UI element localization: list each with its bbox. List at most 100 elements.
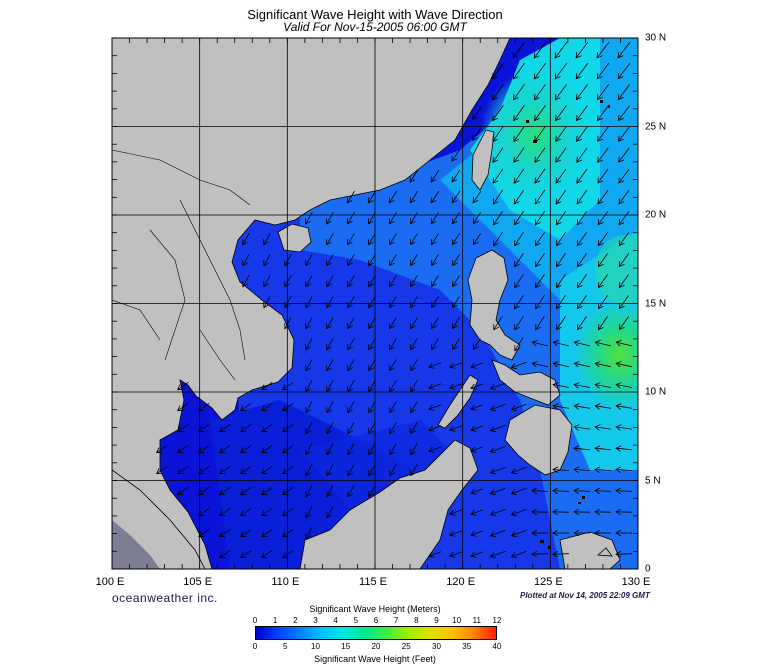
wave-arrow	[597, 84, 610, 99]
wave-arrow	[471, 509, 484, 514]
wave-arrow	[574, 342, 590, 347]
meters-tick: 1	[272, 616, 278, 625]
wave-arrow	[512, 529, 527, 535]
wave-arrow	[241, 528, 252, 536]
wave-arrow	[410, 190, 419, 203]
wave-arrow	[369, 254, 376, 265]
meters-tick: 10	[452, 616, 462, 625]
wave-arrow	[453, 296, 460, 308]
wave-arrow	[369, 275, 376, 286]
wave-arrow	[348, 338, 355, 349]
wave-arrow	[262, 402, 273, 410]
wave-arrow	[556, 189, 567, 204]
wave-arrow	[535, 147, 546, 163]
wave-arrow	[450, 530, 463, 535]
wave-arrow	[283, 549, 294, 557]
swell-east-north	[595, 235, 638, 305]
wave-arrow	[429, 404, 442, 409]
wave-arrow	[553, 469, 570, 470]
wave-arrow	[262, 444, 273, 452]
wave-arrow	[432, 296, 439, 308]
wave-arrow	[618, 84, 631, 99]
wave-arrow	[241, 507, 252, 515]
wave-arrow	[306, 296, 313, 307]
wave-arrow	[178, 402, 189, 410]
wave-direction-arrows	[157, 41, 633, 558]
wave-arrow	[577, 189, 588, 204]
latitude-label: 15 N	[645, 298, 667, 309]
land	[112, 38, 621, 569]
wave-arrow	[199, 465, 210, 473]
wave-arrow	[555, 62, 568, 79]
valid-time: Valid For Nov-15-2005 06:00 GMT	[283, 20, 467, 34]
wave-arrow	[306, 527, 313, 539]
wave-arrow	[285, 254, 292, 265]
wave-arrow	[306, 359, 313, 370]
wave-arrow	[553, 491, 570, 492]
wave-arrow	[598, 147, 609, 162]
wave-arrow	[491, 466, 506, 472]
wave-arrow	[618, 63, 631, 78]
wave-arrow	[410, 169, 419, 182]
wave-arrow	[494, 231, 503, 246]
latitude-label: 10 N	[645, 386, 667, 398]
wave-arrow	[598, 274, 608, 288]
wave-arrow	[619, 211, 630, 224]
wave-arrow	[243, 275, 250, 286]
wave-arrow	[283, 444, 294, 452]
wave-arrow	[536, 295, 545, 308]
wave-arrow	[220, 528, 231, 536]
wave-arrow	[327, 464, 334, 475]
wave-arrow	[512, 508, 527, 514]
wave-arrow	[471, 530, 484, 535]
wave-arrow	[532, 342, 548, 347]
wave-arrow	[283, 486, 294, 494]
wave-arrow	[574, 427, 590, 429]
wave-arrow	[241, 444, 252, 452]
wave-arrow	[178, 444, 189, 452]
wave-arrow	[535, 232, 545, 245]
wave-arrow	[553, 342, 569, 347]
wave-arrow	[452, 148, 461, 161]
wave-arrow	[512, 403, 527, 409]
wave-arrow	[598, 211, 609, 224]
wave-arrow	[178, 465, 189, 473]
wave-arrow	[264, 296, 271, 307]
wave-arrow	[452, 212, 461, 223]
wave-arrow	[243, 233, 250, 245]
swell-taiwan-strait	[480, 70, 590, 200]
wave-arrow	[553, 554, 570, 555]
wave-arrow	[348, 401, 355, 412]
feet-tick: 5	[283, 642, 288, 651]
wave-arrow	[595, 342, 611, 347]
wave-arrow	[452, 169, 461, 182]
wave-arrow	[369, 296, 376, 307]
wave-arrow	[452, 233, 460, 244]
wave-arrow	[532, 363, 548, 366]
wave-arrow	[411, 443, 418, 454]
wave-arrow	[453, 317, 460, 329]
wave-arrow	[157, 465, 168, 473]
wave-arrow	[491, 550, 506, 556]
wave-arrow	[429, 446, 442, 451]
wave-arrow	[348, 380, 355, 391]
wave-arrow	[369, 401, 376, 412]
wave-arrow	[535, 168, 546, 183]
latitude-label: 0	[645, 563, 651, 575]
wave-arrow	[556, 147, 567, 163]
wave-arrow	[241, 465, 252, 473]
wave-arrow	[471, 362, 484, 367]
wave-arrow	[306, 211, 313, 224]
wave-arrow	[534, 62, 547, 79]
wave-arrow	[598, 126, 609, 142]
feet-tick: 40	[492, 642, 502, 651]
wave-arrow	[429, 551, 442, 556]
wave-arrow	[595, 406, 611, 409]
land-luzon	[467, 249, 521, 361]
wave-arrow	[553, 385, 569, 388]
meters-tick: 7	[393, 616, 399, 625]
wave-arrow	[411, 254, 418, 266]
colorbar-title-meters: Significant Wave Height (Meters)	[309, 604, 441, 614]
wave-arrow	[390, 275, 397, 286]
